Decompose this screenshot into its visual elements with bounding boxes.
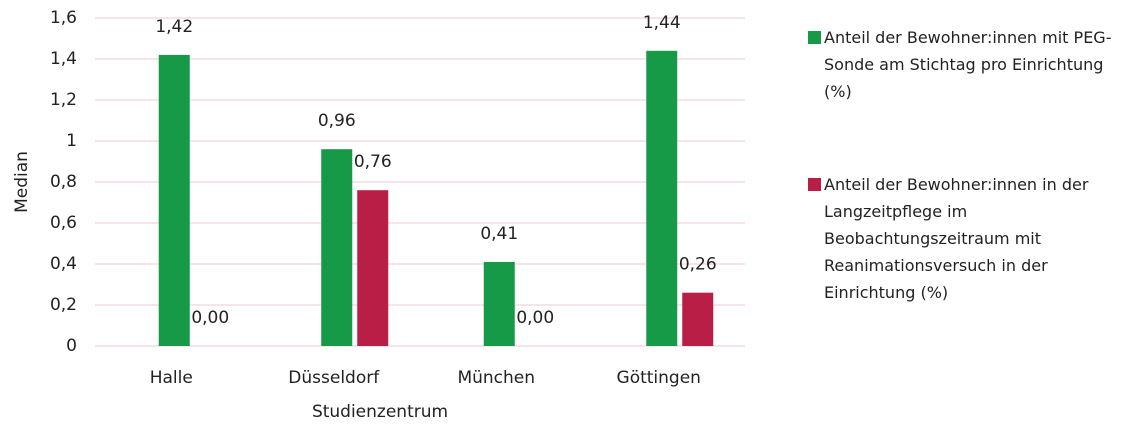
y-tick-label: 0,8 — [50, 172, 77, 192]
x-tick-label: München — [457, 368, 535, 388]
y-tick-label: 0,2 — [50, 295, 77, 315]
bar — [483, 261, 515, 346]
x-tick-label: Göttingen — [617, 368, 701, 388]
bar — [321, 149, 353, 346]
data-label: 1,44 — [643, 13, 681, 33]
bar — [646, 50, 678, 347]
legend-swatch — [808, 31, 821, 44]
legend-item: Anteil der Bewohner:innen in der Langzei… — [808, 171, 1126, 306]
y-tick-label: 0,6 — [50, 213, 77, 233]
y-axis-title: Median — [12, 151, 32, 213]
bar — [682, 292, 714, 346]
y-tick-label: 1 — [66, 131, 77, 151]
data-label: 1,42 — [155, 17, 193, 37]
legend-label: Anteil der Bewohner:innen mit PEG-Sonde … — [824, 28, 1112, 101]
legend-item: Anteil der Bewohner:innen mit PEG-Sonde … — [808, 24, 1126, 105]
legend-label: Anteil der Bewohner:innen in der Langzei… — [824, 175, 1089, 302]
bar — [158, 54, 190, 347]
x-tick-label: Halle — [150, 368, 193, 388]
y-tick-label: 0 — [66, 336, 77, 356]
data-label: 0,76 — [354, 152, 392, 172]
legend-swatch — [808, 178, 821, 191]
x-tick-label: Düsseldorf — [288, 368, 380, 388]
y-tick-label: 1,4 — [50, 49, 77, 69]
y-tick-label: 1,6 — [50, 8, 77, 28]
data-label: 0,41 — [480, 224, 518, 244]
y-tick-label: 0,4 — [50, 254, 77, 274]
x-axis-title: Studienzentrum — [312, 402, 448, 422]
data-label: 0,00 — [191, 308, 229, 328]
bar — [357, 190, 389, 346]
y-tick-label: 1,2 — [50, 90, 77, 110]
data-label: 0,96 — [318, 111, 356, 131]
data-label: 0,00 — [516, 308, 554, 328]
data-label: 0,26 — [679, 255, 717, 275]
